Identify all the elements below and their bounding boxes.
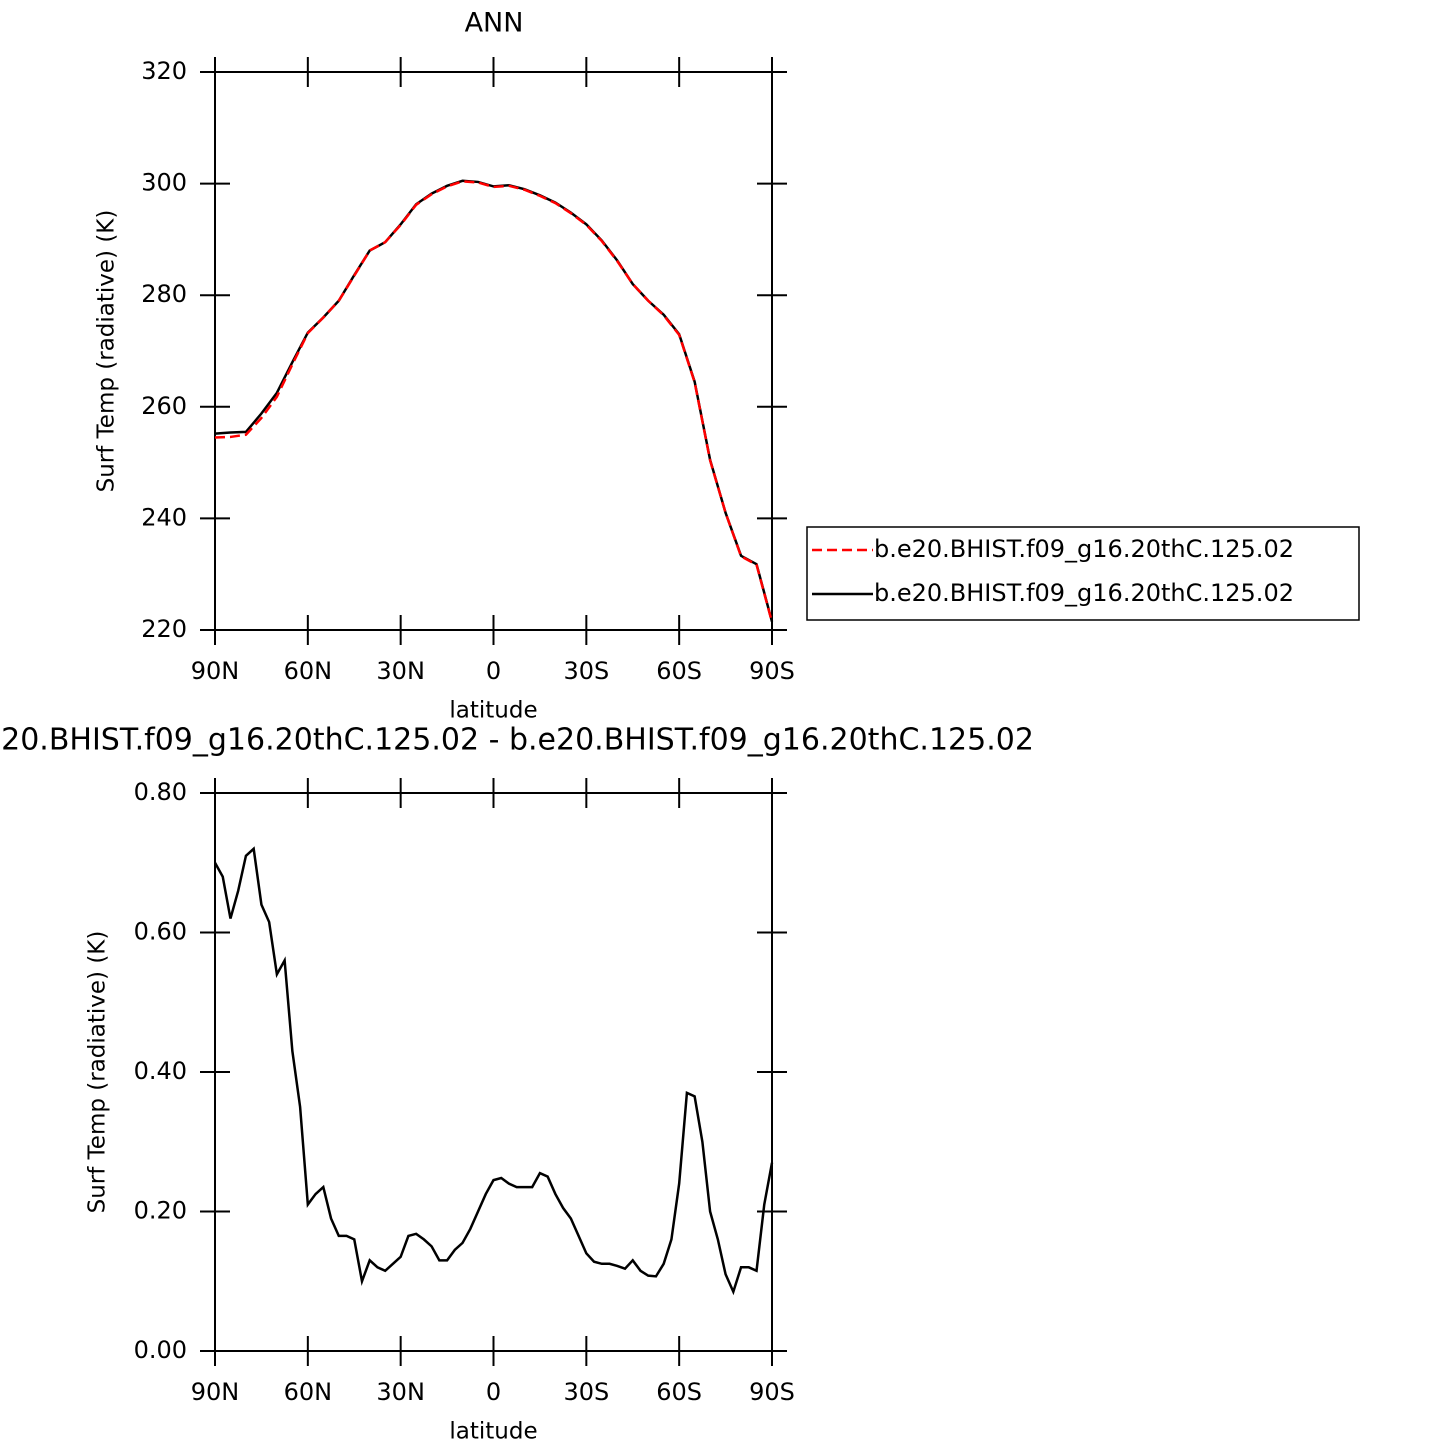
x-tick-label: 90S bbox=[749, 1378, 795, 1406]
y-tick-label: 260 bbox=[141, 392, 187, 420]
x-tick-label: 60S bbox=[656, 657, 702, 685]
legend-label: b.e20.BHIST.f09_g16.20thC.125.02 bbox=[874, 535, 1294, 563]
series-line bbox=[213, 846, 774, 1296]
chart-title: b.e20.BHIST.f09_g16.20thC.125.02 - b.e20… bbox=[0, 723, 1034, 758]
legend-box bbox=[806, 526, 1360, 621]
x-tick-label: 30S bbox=[563, 1378, 609, 1406]
y-tick-label: 0.00 bbox=[134, 1336, 187, 1364]
y-axis-label: Surf Temp (radiative) (K) bbox=[85, 931, 111, 1214]
y-tick-label: 0.40 bbox=[134, 1057, 187, 1085]
x-axis-label: latitude bbox=[449, 1419, 537, 1445]
x-tick-label: 30N bbox=[376, 657, 425, 685]
y-tick-label: 320 bbox=[141, 57, 187, 85]
series-line bbox=[214, 180, 774, 623]
y-tick-label: 240 bbox=[141, 503, 187, 531]
plot: ANN 220 240 260 280 300 320 90N 60N 30N 0 30S 60S 90S… bbox=[94, 8, 1360, 724]
x-tick-label: 90N bbox=[191, 1378, 240, 1406]
y-tick-label: 300 bbox=[141, 169, 187, 197]
x-tick-label: 0 bbox=[486, 1378, 501, 1406]
y-tick-label: 220 bbox=[141, 615, 187, 643]
series-line bbox=[214, 179, 774, 622]
chart-title: ANN bbox=[465, 8, 524, 39]
y-tick-label: 280 bbox=[141, 280, 187, 308]
y-tick-label: 0.60 bbox=[134, 918, 187, 946]
x-axis-label: latitude bbox=[449, 698, 537, 724]
x-tick-label: 90N bbox=[191, 657, 240, 685]
legend-label: b.e20.BHIST.f09_g16.20thC.125.02 bbox=[874, 579, 1294, 607]
x-tick-label: 30N bbox=[376, 1378, 425, 1406]
y-axis-label: Surf Temp (radiative) (K) bbox=[94, 210, 120, 493]
x-tick-label: 90S bbox=[749, 657, 795, 685]
x-tick-label: 60S bbox=[656, 1378, 702, 1406]
x-tick-label: 60N bbox=[284, 657, 333, 685]
plot-frame bbox=[214, 792, 773, 1352]
plot: b.e20.BHIST.f09_g16.20thC.125.02 - b.e20… bbox=[0, 723, 1034, 1445]
y-tick-label: 0.80 bbox=[134, 778, 187, 806]
x-tick-label: 0 bbox=[486, 657, 501, 685]
y-tick-label: 0.20 bbox=[134, 1197, 187, 1225]
x-tick-label: 30S bbox=[563, 657, 609, 685]
x-tick-label: 60N bbox=[284, 1378, 333, 1406]
